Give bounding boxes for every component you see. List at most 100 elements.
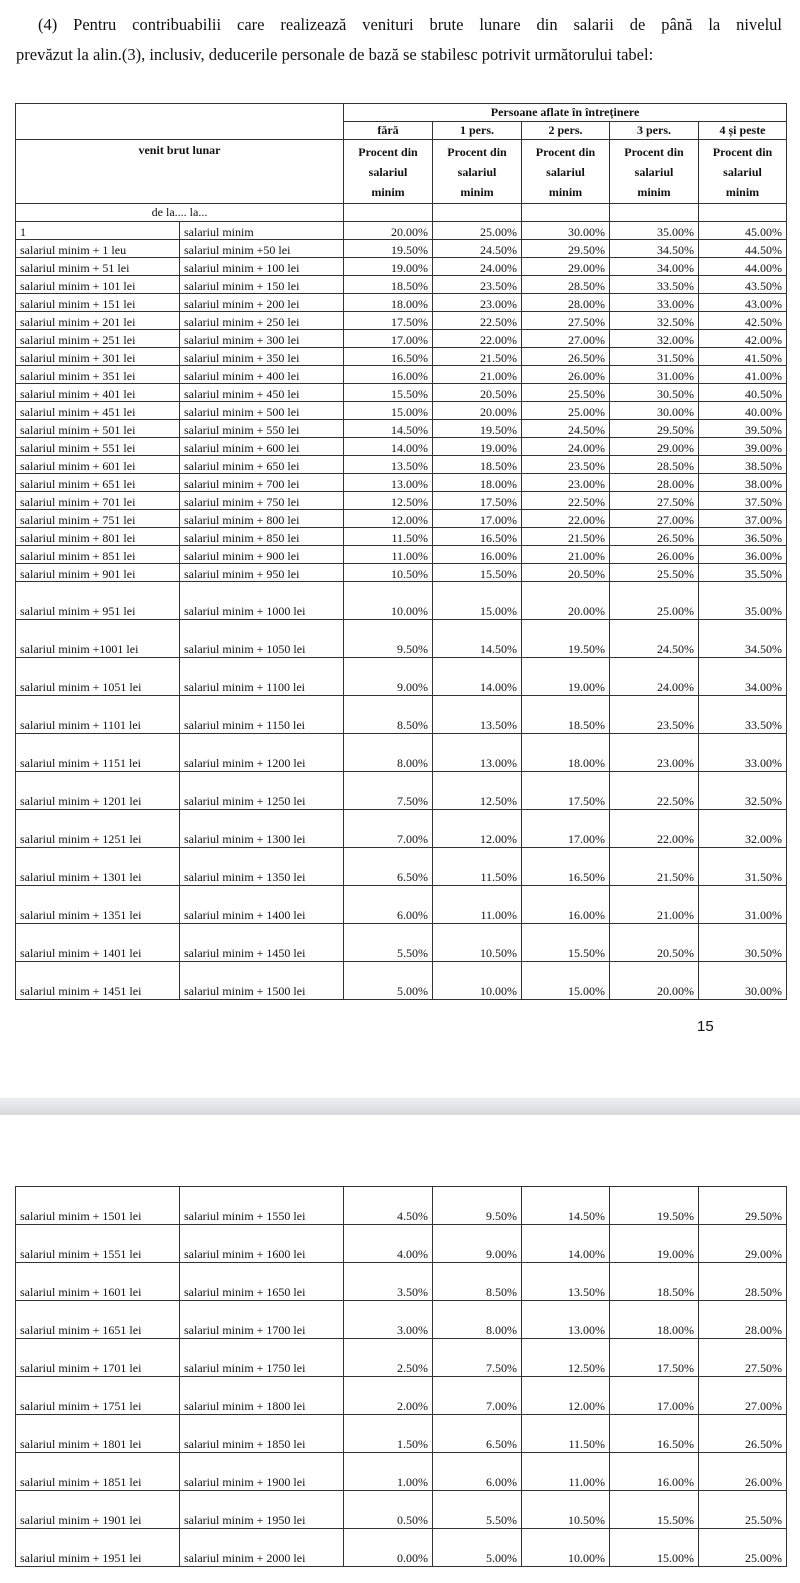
- cell-percent: 25.50%: [698, 1490, 787, 1529]
- cell-percent: 21.50%: [521, 527, 610, 546]
- cell-percent: 13.50%: [432, 695, 522, 734]
- cell-percent: 2.50%: [343, 1338, 433, 1377]
- table-row: salariul minim + 801 lei salariul minim +…: [15, 527, 788, 546]
- cell-percent: 0.00%: [343, 1528, 433, 1567]
- cell-percent: 15.00%: [432, 581, 522, 620]
- header-empty: [432, 203, 522, 222]
- cell-percent: 16.00%: [521, 885, 610, 924]
- cell-from: salariul minim + 951 lei: [15, 581, 180, 620]
- header-procent-line: Procent din: [535, 144, 596, 159]
- cell-from: salariul minim + 1101 lei: [15, 695, 180, 734]
- cell-percent: 35.00%: [697, 581, 788, 620]
- header-procent-line: Procent din: [358, 144, 418, 159]
- cell-percent: 14.50%: [343, 419, 433, 438]
- cell-percent: 10.00%: [432, 961, 522, 1000]
- cell-to: salariul minim + 350 lei: [179, 347, 344, 366]
- cell-percent: 15.00%: [609, 1528, 699, 1567]
- cell-percent: 10.00%: [343, 581, 433, 620]
- table-row: salariul minim + 601 lei salariul minim +…: [15, 455, 788, 474]
- cell-percent: 21.00%: [521, 545, 610, 564]
- cell-percent: 12.50%: [521, 1338, 610, 1377]
- cell-percent: 22.00%: [432, 329, 522, 348]
- header-col-2: 2 pers.: [521, 121, 610, 140]
- cell-percent: 23.50%: [521, 455, 610, 474]
- cell-percent: 36.50%: [697, 527, 788, 546]
- table-row: salariul minim + 551 lei salariul minim +…: [15, 437, 788, 456]
- intro-line-2: prevăzut la alin.(3), inclusiv, deduceri…: [16, 45, 654, 64]
- cell-percent: 27.50%: [698, 1338, 787, 1377]
- cell-percent: 24.50%: [609, 619, 699, 658]
- header-procent-line: Procent din: [712, 144, 773, 159]
- cell-percent: 27.00%: [521, 329, 610, 348]
- header-procent-line: salariul: [723, 164, 762, 179]
- header-procent-cell: Procent din salariul minim: [432, 139, 522, 204]
- cell-percent: 30.50%: [697, 923, 788, 962]
- cell-percent: 5.00%: [432, 1528, 522, 1567]
- cell-percent: 27.50%: [609, 491, 699, 510]
- cell-to: salariul minim + 300 lei: [179, 329, 344, 348]
- cell-from: salariul minim + 451 lei: [15, 401, 180, 420]
- cell-percent: 9.50%: [432, 1186, 522, 1225]
- table-row: salariul minim + 401 lei salariul minim +…: [15, 383, 788, 402]
- cell-percent: 11.00%: [343, 545, 433, 564]
- table-row: salariul minim + 651 lei salariul minim +…: [15, 473, 788, 492]
- cell-percent: 34.00%: [697, 657, 788, 696]
- header-procent-line: minim: [371, 184, 405, 199]
- table-row: salariul minim + 951 lei salariul minim +…: [15, 581, 788, 620]
- cell-percent: 5.50%: [432, 1490, 522, 1529]
- cell-percent: 32.00%: [697, 809, 788, 848]
- cell-percent: 22.50%: [521, 491, 610, 510]
- cell-percent: 2.00%: [343, 1376, 433, 1415]
- cell-percent: 43.00%: [697, 293, 788, 312]
- cell-percent: 33.50%: [697, 695, 788, 734]
- cell-percent: 3.00%: [343, 1300, 433, 1339]
- cell-to: salariul minim + 1100 lei: [179, 657, 344, 696]
- cell-percent: 21.00%: [432, 365, 522, 384]
- cell-to: salariul minim + 400 lei: [179, 365, 344, 384]
- cell-percent: 26.00%: [609, 545, 699, 564]
- cell-to: salariul minim +50 lei: [179, 239, 344, 258]
- cell-percent: 13.00%: [521, 1300, 610, 1339]
- cell-from: salariul minim + 1901 lei: [15, 1490, 180, 1529]
- header-procent-line: salariul: [457, 164, 497, 179]
- table-row: salariul minim + 201 lei salariul minim +…: [15, 311, 788, 330]
- cell-percent: 40.50%: [697, 383, 788, 402]
- cell-to: salariul minim + 1950 lei: [179, 1490, 344, 1529]
- cell-percent: 20.00%: [343, 221, 433, 240]
- cell-percent: 29.50%: [698, 1186, 787, 1225]
- cell-percent: 18.00%: [521, 733, 610, 772]
- cell-percent: 10.50%: [343, 563, 433, 582]
- cell-percent: 23.00%: [609, 733, 699, 772]
- cell-percent: 20.00%: [432, 401, 522, 420]
- cell-percent: 16.00%: [343, 365, 433, 384]
- cell-percent: 9.00%: [343, 657, 433, 696]
- cell-percent: 14.00%: [432, 657, 522, 696]
- cell-percent: 18.00%: [609, 1300, 699, 1339]
- cell-percent: 11.50%: [432, 847, 522, 886]
- cell-percent: 15.00%: [343, 401, 433, 420]
- cell-percent: 13.00%: [432, 733, 522, 772]
- cell-percent: 4.00%: [343, 1224, 433, 1263]
- cell-to: salariul minim + 850 lei: [179, 527, 344, 546]
- cell-percent: 13.00%: [343, 473, 433, 492]
- cell-percent: 18.00%: [343, 293, 433, 312]
- table-row: salariul minim + 751 lei salariul minim +…: [15, 509, 788, 528]
- cell-to: salariul minim + 1750 lei: [179, 1338, 344, 1377]
- cell-percent: 0.50%: [343, 1490, 433, 1529]
- cell-percent: 30.50%: [609, 383, 699, 402]
- cell-from: salariul minim + 501 lei: [15, 419, 180, 438]
- cell-percent: 40.00%: [697, 401, 788, 420]
- cell-percent: 18.50%: [609, 1262, 699, 1301]
- header-col-1: 1 pers.: [432, 121, 522, 140]
- header-group: Persoane aflate în întreținere: [342, 103, 788, 122]
- header-procent-line: Procent din: [447, 144, 507, 159]
- table-row: salariul minim +1001 lei salariul minim +…: [15, 619, 788, 658]
- cell-from: salariul minim + 151 lei: [15, 293, 180, 312]
- cell-percent: 35.00%: [609, 221, 699, 240]
- cell-to: salariul minim + 1550 lei: [179, 1186, 344, 1225]
- cell-percent: 37.00%: [697, 509, 788, 528]
- table-row: salariul minim + 1351 lei salariul minim …: [15, 885, 788, 924]
- header-range: de la.... la...: [15, 203, 344, 222]
- cell-percent: 42.00%: [697, 329, 788, 348]
- table-row: salariul minim + 901 lei salariul minim +…: [15, 563, 788, 582]
